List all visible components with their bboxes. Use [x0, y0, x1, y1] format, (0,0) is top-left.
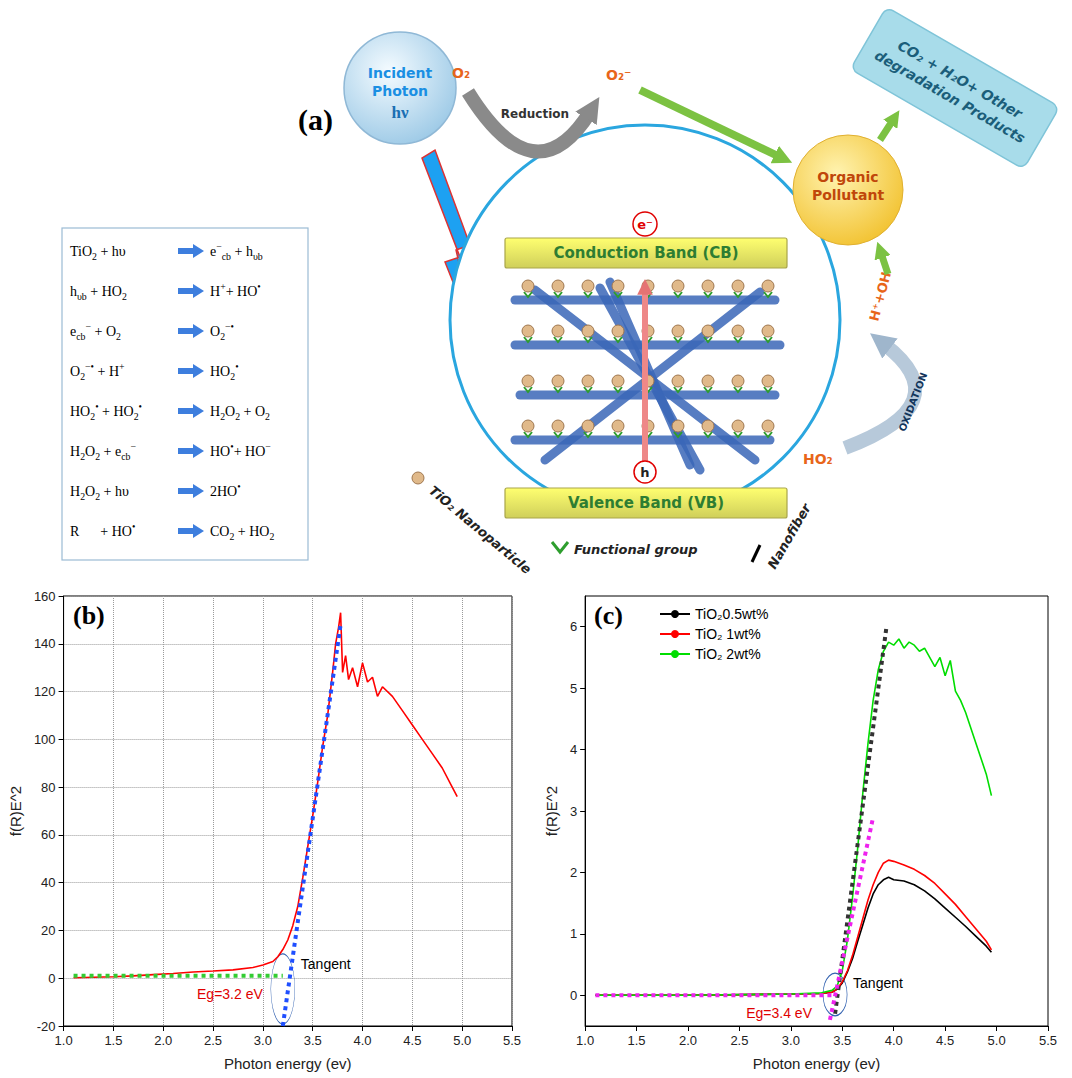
svg-text:O2−•: O2−• [210, 321, 234, 342]
svg-text:60: 60 [41, 827, 55, 842]
svg-text:TiO₂ Nanoparticle: TiO₂ Nanoparticle [426, 483, 534, 577]
svg-text:1.0: 1.0 [55, 1033, 73, 1048]
svg-text:6: 6 [570, 619, 577, 634]
svg-text:CO₂ + H₂O+ Other: CO₂ + H₂O+ Other [894, 37, 1026, 122]
svg-text:1.5: 1.5 [104, 1033, 122, 1048]
svg-text:Eg=3.4 eV: Eg=3.4 eV [746, 1005, 812, 1021]
svg-text:5.5: 5.5 [503, 1033, 521, 1048]
svg-text:1: 1 [570, 926, 577, 941]
svg-text:CO2 + HO2: CO2 + HO2 [210, 524, 274, 542]
svg-text:TiO₂ 1wt%: TiO₂ 1wt% [695, 626, 761, 642]
svg-text:5: 5 [570, 681, 577, 696]
svg-text:120: 120 [34, 684, 56, 699]
svg-text:3.5: 3.5 [304, 1033, 322, 1048]
svg-text:HO•+ HO−: HO•+ HO− [210, 441, 271, 459]
svg-text:160: 160 [34, 589, 56, 604]
svg-text:R + HO•: R + HO• [70, 521, 135, 539]
svg-text:2.0: 2.0 [679, 1033, 697, 1048]
svg-text:40: 40 [41, 875, 55, 890]
svg-text:2.5: 2.5 [204, 1033, 222, 1048]
svg-text:3.5: 3.5 [833, 1033, 851, 1048]
svg-text:80: 80 [41, 780, 55, 795]
svg-text:degradation Products: degradation Products [872, 47, 1028, 146]
svg-text:5.0: 5.0 [988, 1033, 1006, 1048]
svg-text:hυb + HO2: hυb + HO2 [70, 284, 127, 302]
svg-text:e⁻: e⁻ [637, 217, 653, 232]
svg-text:O2−• + H+: O2−• + H+ [70, 361, 125, 382]
svg-text:f(R)E^2: f(R)E^2 [543, 786, 560, 836]
svg-text:Photon: Photon [372, 83, 428, 99]
svg-text:100: 100 [34, 732, 56, 747]
svg-text:2HO•: 2HO• [210, 481, 241, 499]
svg-text:Reduction: Reduction [501, 107, 569, 121]
svg-text:(b): (b) [73, 601, 105, 630]
svg-text:HO₂: HO₂ [803, 451, 833, 467]
svg-text:Functional group: Functional group [574, 542, 698, 557]
svg-text:H2O2 + O2: H2O2 + O2 [210, 404, 270, 422]
svg-text:e−cb + hυb: e−cb + hυb [210, 241, 263, 262]
svg-text:20: 20 [41, 923, 55, 938]
svg-text:TiO₂ 2wt%: TiO₂ 2wt% [695, 646, 761, 662]
svg-text:H2O2 + hυ: H2O2 + hυ [70, 484, 129, 502]
svg-text:TiO₂0.5wt%: TiO₂0.5wt% [695, 606, 768, 622]
svg-text:H⁺+OH: H⁺+OH [866, 270, 894, 323]
svg-text:1.5: 1.5 [628, 1033, 646, 1048]
svg-text:Pollutant: Pollutant [812, 187, 885, 203]
svg-text:3.0: 3.0 [782, 1033, 800, 1048]
svg-text:3: 3 [570, 804, 577, 819]
svg-text:4: 4 [570, 742, 577, 757]
svg-text:(c): (c) [594, 601, 623, 630]
svg-text:4.5: 4.5 [936, 1033, 954, 1048]
svg-text:O₂⁻: O₂⁻ [606, 67, 631, 83]
svg-text:ecb− + O2: ecb− + O2 [70, 321, 121, 342]
svg-text:TiO2 + hυ: TiO2 + hυ [70, 244, 126, 262]
svg-text:2.5: 2.5 [730, 1033, 748, 1048]
svg-text:2.0: 2.0 [154, 1033, 172, 1048]
svg-text:140: 140 [34, 636, 56, 651]
svg-text:5.0: 5.0 [453, 1033, 471, 1048]
svg-text:3.0: 3.0 [254, 1033, 272, 1048]
svg-text:0: 0 [570, 988, 577, 1003]
svg-text:Nanofiber: Nanofiber [765, 500, 815, 572]
svg-text:HO2•: HO2• [210, 361, 239, 382]
svg-text:(a): (a) [298, 103, 333, 137]
svg-text:h: h [640, 465, 649, 480]
svg-text:Valence Band (VB): Valence Band (VB) [568, 494, 724, 512]
svg-text:-20: -20 [37, 1019, 56, 1034]
svg-text:HO2• + HO2•: HO2• + HO2• [70, 401, 142, 422]
svg-text:4.5: 4.5 [403, 1033, 421, 1048]
svg-text:H++ HO•: H++ HO• [210, 281, 261, 299]
svg-text:Photon energy (ev): Photon energy (ev) [753, 1055, 881, 1072]
svg-text:2: 2 [570, 865, 577, 880]
svg-text:1.0: 1.0 [576, 1033, 594, 1048]
svg-text:4.0: 4.0 [885, 1033, 903, 1048]
svg-text:Organic: Organic [817, 169, 878, 185]
svg-text:H2O2 + ecb−: H2O2 + ecb− [70, 441, 136, 462]
svg-text:4.0: 4.0 [353, 1033, 371, 1048]
svg-text:f(R)E^2: f(R)E^2 [7, 786, 24, 836]
svg-text:Conduction Band (CB): Conduction Band (CB) [553, 244, 738, 262]
svg-text:hν: hν [391, 103, 408, 122]
svg-text:Eg=3.2 eV: Eg=3.2 eV [197, 986, 263, 1002]
svg-text:OXIDATION: OXIDATION [897, 371, 930, 433]
svg-text:Tangent: Tangent [853, 975, 903, 991]
svg-text:5.5: 5.5 [1039, 1033, 1057, 1048]
svg-text:Tangent: Tangent [301, 956, 351, 972]
svg-text:Photon energy (ev): Photon energy (ev) [224, 1055, 352, 1072]
svg-text:Incident: Incident [368, 65, 433, 81]
svg-text:0: 0 [48, 971, 55, 986]
svg-text:O₂: O₂ [452, 65, 470, 81]
